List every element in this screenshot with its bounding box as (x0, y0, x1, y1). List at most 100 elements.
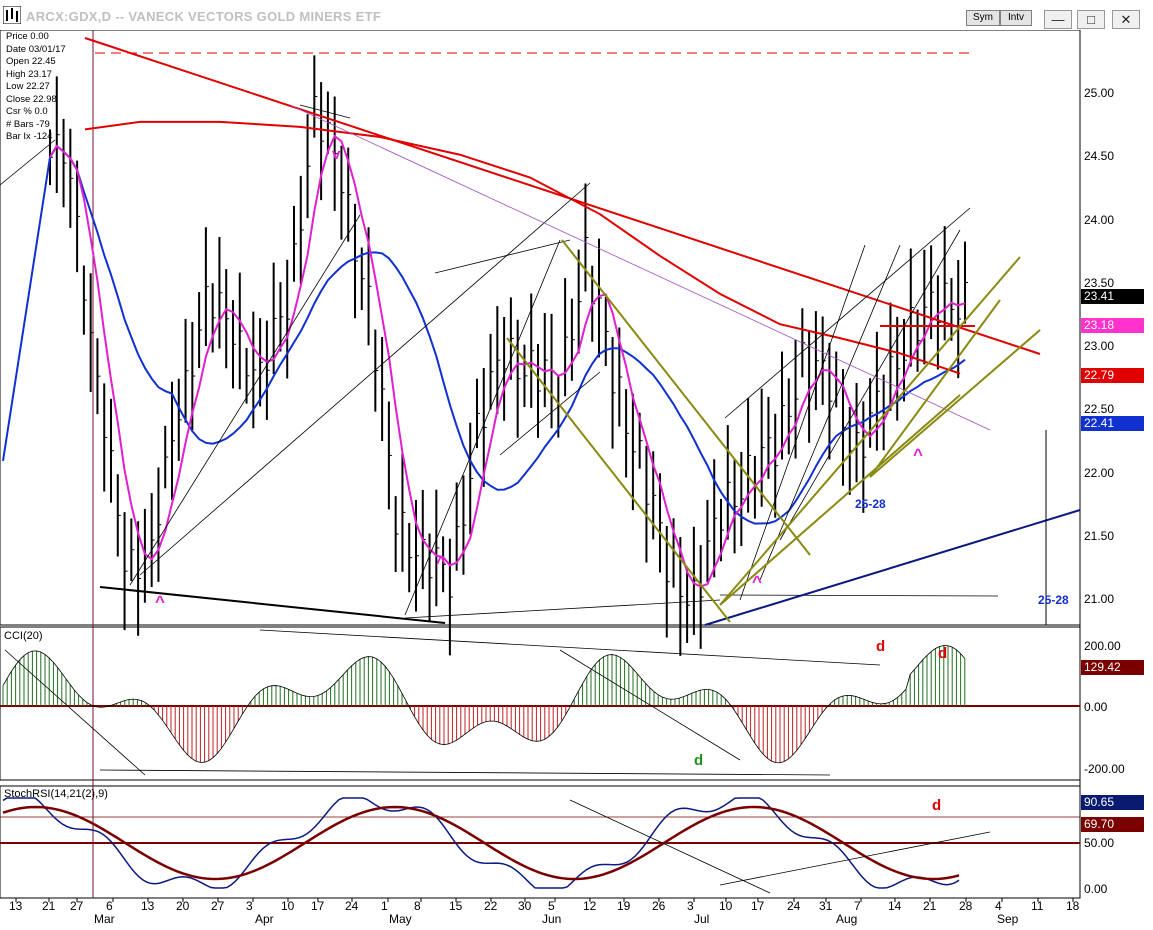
caret-annotation: ^ (436, 553, 446, 572)
maximize-icon: □ (1087, 12, 1095, 27)
thin-trend-line (299, 104, 351, 119)
minimize-button[interactable]: — (1044, 10, 1072, 29)
x-axis-day-label: 14 (888, 899, 902, 913)
x-axis-day-label: 12 (583, 899, 597, 913)
price-axis-label: 25.00 (1084, 86, 1115, 100)
divergence-annotation: d (938, 645, 948, 662)
intv-button[interactable]: Intv (1000, 10, 1032, 26)
title-bar: ARCX:GDX,D -- VANECK VECTORS GOLD MINERS… (0, 0, 1153, 30)
cycle-label: 25-28 (855, 497, 886, 511)
x-axis-day-label: 13 (141, 899, 155, 913)
x-axis-day-label: 10 (719, 899, 733, 913)
x-axis-month-label: Mar (94, 912, 115, 926)
close-button[interactable]: ✕ (1112, 10, 1140, 29)
stochrsi-trend-line (569, 799, 771, 894)
stochrsi-k-line (2, 797, 960, 889)
x-axis-day-label: 24 (345, 899, 359, 913)
info-price: Price 0.00 (6, 31, 49, 42)
divergence-annotation: d (932, 797, 942, 814)
x-axis-day-label: 3 (687, 899, 694, 913)
x-axis-day-label: 13 (9, 899, 23, 913)
minimize-icon: — (1051, 12, 1065, 27)
price-panel-frame (0, 29, 1081, 626)
x-axis-month-label: Sep (997, 912, 1019, 926)
price-axis-label: 24.50 (1084, 149, 1115, 164)
x-axis-day-label: 26 (652, 899, 666, 913)
x-axis-day-label: 28 (959, 899, 973, 913)
x-axis-day-label: 24 (787, 899, 801, 913)
cycle-label: 25-28 (1038, 593, 1069, 607)
intv-button-label: Intv (1007, 12, 1025, 23)
stochrsi-panel-title: StochRSI(14,21(2),9) (4, 788, 108, 800)
x-axis-day-label: 3 (246, 899, 253, 913)
stochrsi-d-line (2, 805, 960, 881)
cci-trend-line (99, 769, 831, 776)
value-tag: 129.42 (1081, 660, 1144, 675)
info-open: Open 22.45 (6, 56, 56, 67)
close-icon: ✕ (1120, 12, 1132, 27)
stochrsi-axis-label: 0.00 (1084, 882, 1108, 896)
value-tag: 23.41 (1081, 289, 1144, 304)
x-axis-day-label: 8 (414, 899, 421, 913)
stochrsi-axis-label: 50.00 (1084, 836, 1115, 850)
info-barix: Bar Ix -124 (6, 131, 53, 142)
info-bars: # Bars -79 (6, 118, 50, 130)
stochrsi-trend-line (719, 831, 991, 886)
value-tag: 90.65 (1081, 795, 1144, 810)
window-title: ARCX:GDX,D -- VANECK VECTORS GOLD MINERS… (26, 9, 382, 24)
red-downtrend-line (84, 37, 1041, 355)
price-axis-label: 24.00 (1084, 212, 1115, 227)
price-axis-label: 23.00 (1084, 339, 1115, 353)
x-axis-day-label: 30 (518, 899, 532, 913)
thin-trend-line (0, 139, 56, 186)
thin-trend-line (404, 599, 721, 619)
x-axis-day-label: 18 (1066, 899, 1080, 913)
divergence-annotation: d (876, 638, 886, 655)
x-axis-day-label: 5 (548, 899, 555, 913)
cci-axis-label: 200.00 (1084, 639, 1121, 653)
thin-trend-line (499, 371, 601, 456)
x-axis-day-label: 17 (311, 899, 325, 913)
x-axis-day-label: 22 (484, 899, 498, 913)
cci-trend-line (4, 649, 146, 776)
price-axis-label: 22.50 (1084, 402, 1115, 417)
olive-channel-line (561, 239, 811, 556)
divergence-annotation: d (694, 752, 704, 769)
value-tag: 22.41 (1081, 416, 1144, 431)
x-axis-day-label: 21 (923, 899, 937, 913)
info-date: Date 03/01/17 (6, 43, 66, 55)
sym-button-label: Sym (973, 12, 993, 23)
blue-moving-average (2, 144, 966, 525)
olive-channel-line (506, 337, 731, 623)
navy-support-line (704, 509, 1081, 626)
x-axis-day-label: 21 (42, 899, 56, 913)
x-axis-day-label: 10 (281, 899, 295, 913)
x-axis-month-label: Jul (694, 912, 710, 926)
thin-trend-line (724, 207, 971, 419)
x-axis-month-label: Apr (255, 912, 274, 926)
value-tag: 69.70 (1081, 817, 1144, 832)
x-axis-month-label: Aug (836, 912, 858, 926)
maximize-button[interactable]: □ (1077, 10, 1105, 29)
x-axis-day-label: 7 (854, 899, 861, 913)
info-low: Low 22.27 (6, 81, 50, 92)
caret-annotation: ^ (155, 592, 165, 611)
x-axis-day-label: 4 (995, 899, 1002, 913)
x-axis-day-label: 17 (751, 899, 765, 913)
x-axis-day-label: 31 (819, 899, 833, 913)
pink-moving-average (49, 134, 966, 588)
x-axis-day-label: 19 (617, 899, 631, 913)
purple-trend-line (289, 104, 991, 431)
x-axis-day-label: 6 (106, 899, 113, 913)
info-close: Close 22.98 (6, 93, 57, 105)
value-tag: 23.18 (1081, 318, 1144, 333)
sym-button[interactable]: Sym (966, 10, 1000, 26)
thin-trend-line (139, 182, 591, 576)
thin-trend-line (434, 239, 571, 274)
thin-trend-line (129, 214, 361, 586)
price-axis-label: 21.00 (1084, 592, 1115, 606)
app-icon (3, 6, 21, 24)
caret-annotation: ^ (752, 572, 762, 591)
olive-channel-line (719, 394, 961, 606)
